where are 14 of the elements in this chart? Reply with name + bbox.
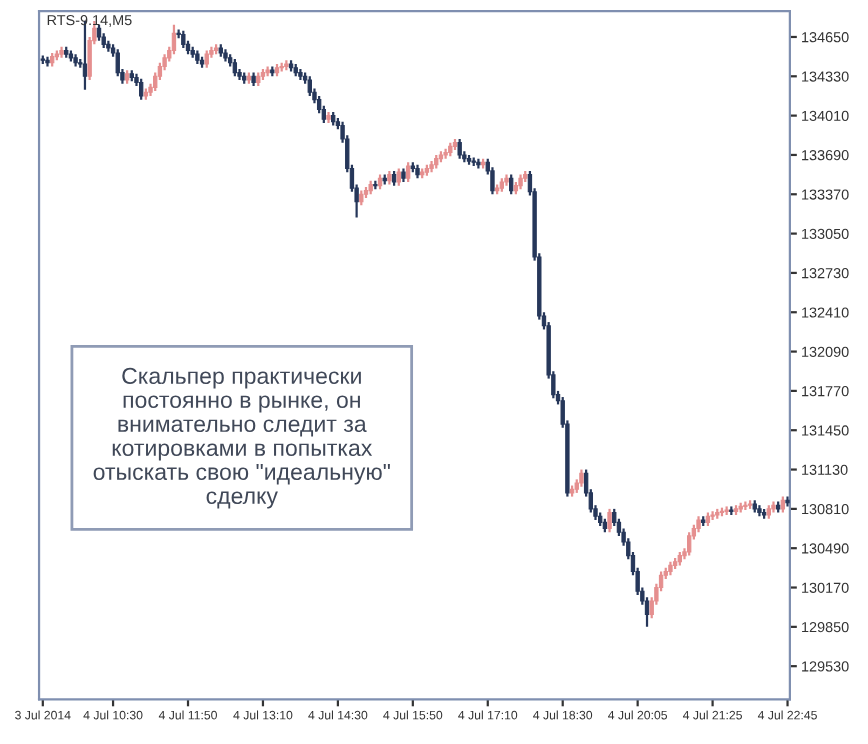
candlestick [710,510,715,522]
candlestick [115,48,120,78]
candlestick [644,596,650,628]
candlestick [457,137,462,160]
candlestick [508,173,514,196]
candlestick [405,161,411,184]
candlestick [607,507,612,534]
candlestick [153,71,158,93]
candlestick [686,531,692,557]
candlestick [171,23,177,56]
candlestick [138,77,144,101]
candlestick [490,166,495,196]
annotation: Скальпер практически постоянно в рынке, он внимательно следит за котировками в попытках отыскать свою "идеальную" сделку [93,367,390,509]
candlestick [307,75,312,98]
